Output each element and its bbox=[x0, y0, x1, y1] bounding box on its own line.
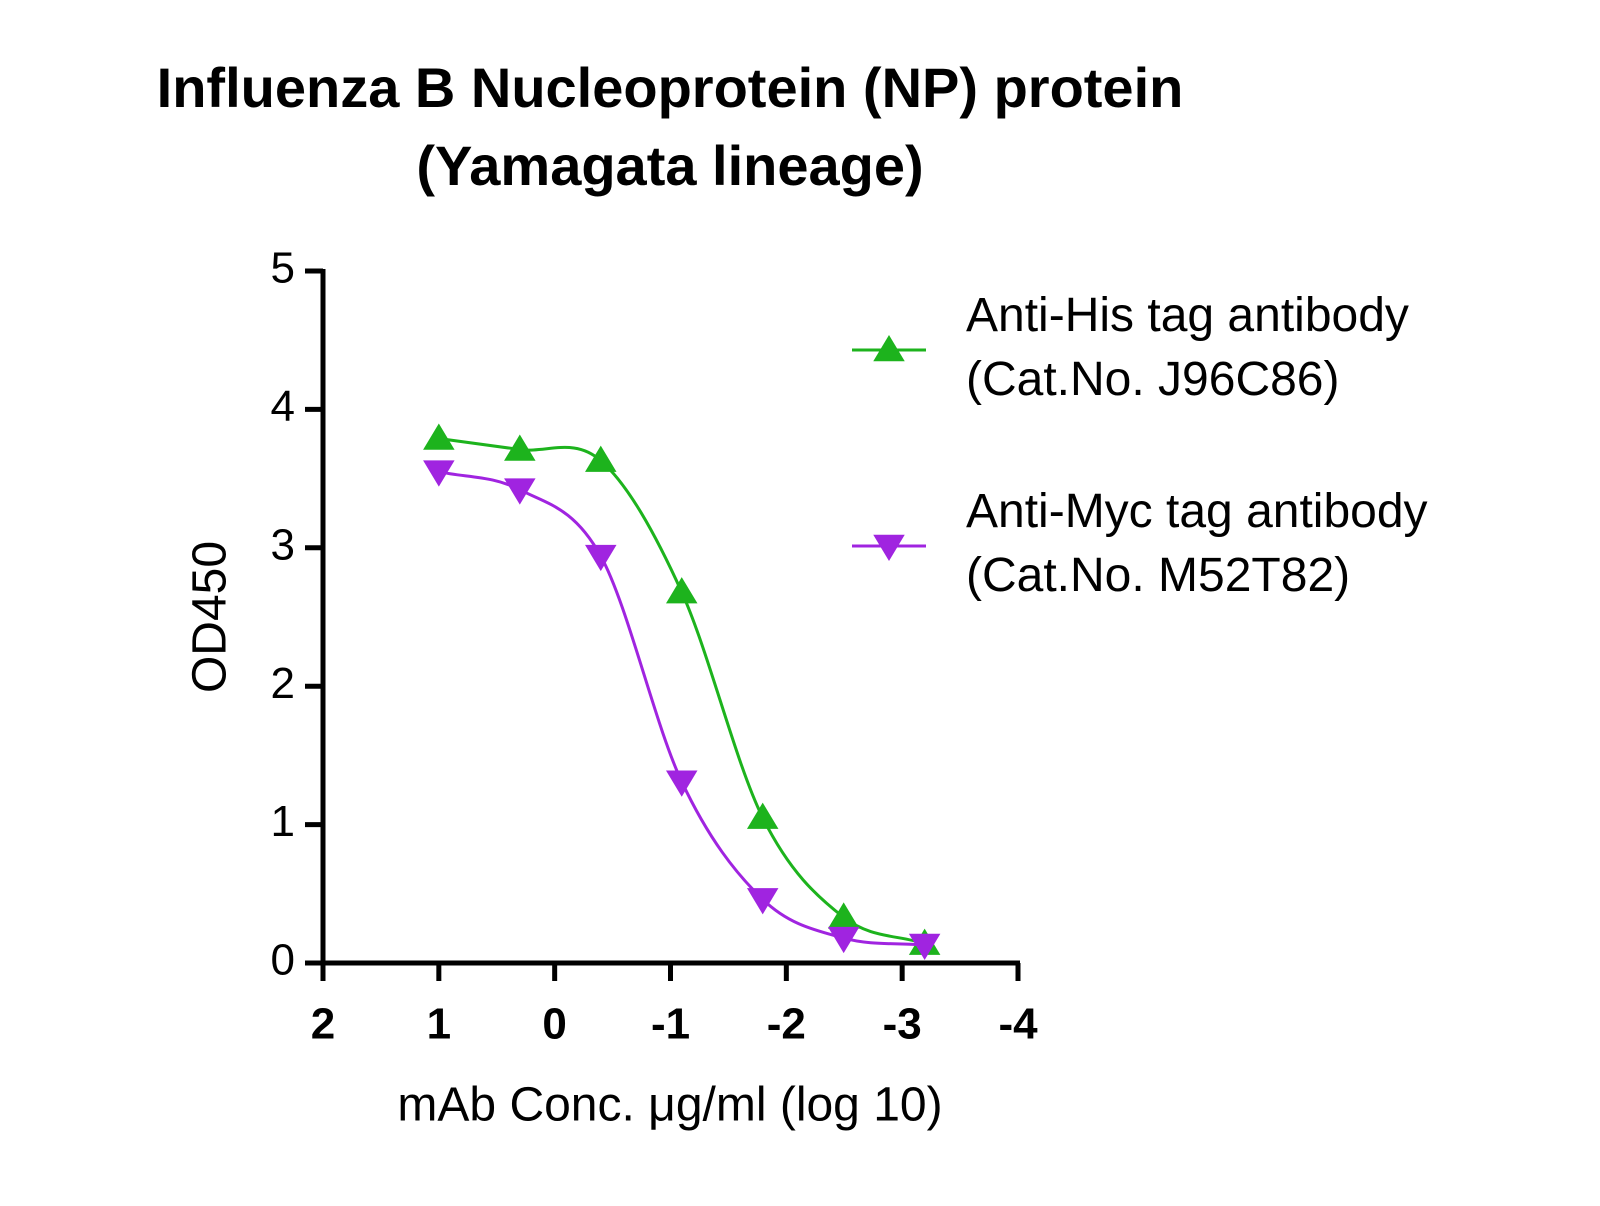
y-tick-label: 3 bbox=[271, 520, 295, 569]
y-axis-label: OD450 bbox=[184, 541, 237, 693]
data-point bbox=[423, 423, 455, 450]
data-point bbox=[585, 544, 617, 572]
x-tick-label: 0 bbox=[542, 1000, 566, 1049]
data-point bbox=[423, 460, 455, 487]
data-point bbox=[908, 933, 941, 961]
data-point bbox=[665, 770, 698, 797]
chart-title: Influenza B Nucleoprotein (NP) protein bbox=[157, 56, 1184, 119]
fit-curve bbox=[438, 436, 926, 946]
data-point bbox=[746, 888, 779, 915]
y-tick-label: 4 bbox=[271, 382, 295, 431]
legend-marker bbox=[873, 534, 905, 561]
x-tick-label: -3 bbox=[883, 1000, 922, 1049]
x-tick-label: -4 bbox=[998, 1000, 1038, 1049]
legend-marker bbox=[873, 335, 905, 362]
y-tick-label: 0 bbox=[271, 936, 295, 985]
data-point bbox=[827, 926, 860, 954]
data-point bbox=[827, 902, 860, 929]
y-tick-label: 1 bbox=[271, 797, 295, 846]
x-tick-label: -1 bbox=[651, 1000, 690, 1049]
x-tick-label: -2 bbox=[767, 1000, 806, 1049]
y-tick-label: 5 bbox=[271, 244, 295, 293]
fit-curve bbox=[438, 470, 925, 947]
data-point bbox=[585, 445, 617, 472]
y-tick-label: 2 bbox=[271, 659, 295, 708]
x-tick-label: 1 bbox=[427, 1000, 451, 1049]
data-point bbox=[746, 802, 779, 829]
x-tick-label: 2 bbox=[311, 1000, 335, 1049]
chart-title: (Yamagata lineage) bbox=[416, 134, 923, 197]
data-point bbox=[504, 434, 536, 461]
data-point bbox=[665, 577, 698, 604]
legend-label: Anti-Myc tag antibody (Cat.No. M52T82) bbox=[966, 485, 1428, 602]
data-point bbox=[504, 478, 536, 505]
x-axis-label: mAb Conc. μg/ml (log 10) bbox=[397, 1079, 942, 1132]
legend-label: Anti-His tag antibody (Cat.No. J96C86) bbox=[966, 289, 1409, 406]
